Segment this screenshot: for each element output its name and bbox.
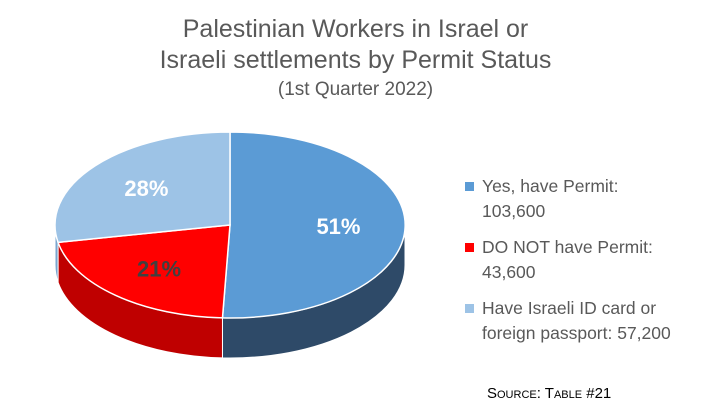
- chart-subtitle: (1st Quarter 2022): [277, 79, 434, 100]
- legend-label-line-2: foreign passport: 57,200: [482, 323, 671, 343]
- legend-item-permit: Yes, have Permit: 103,600: [460, 174, 705, 224]
- legend-swatch-no-permit: [465, 243, 474, 252]
- source-note: Source: Table #21: [487, 385, 612, 402]
- pie-data-label-1: 21%: [137, 257, 181, 282]
- legend-label-line-1: DO NOT have Permit:: [482, 237, 653, 257]
- legend-label-line-1: Yes, have Permit:: [482, 176, 619, 196]
- pie-slice-1: [57, 224, 231, 319]
- legend-item-id-passport: Have Israeli ID card or foreign passport…: [460, 296, 705, 346]
- pie-data-label-0: 51%: [316, 214, 360, 239]
- pie-slice-2: [54, 131, 231, 244]
- chart-title: Palestinian Workers in Israel or Israeli…: [0, 14, 711, 102]
- legend-label-line-1: Have Israeli ID card or: [482, 298, 657, 318]
- legend-label-line-2: 43,600: [482, 262, 536, 282]
- chart-title-line-1: Palestinian Workers in Israel or: [182, 15, 529, 43]
- legend-swatch-permit: [465, 182, 474, 191]
- pie-slice-0: [221, 131, 406, 319]
- legend-swatch-id-passport: [465, 304, 474, 313]
- legend-label-line-2: 103,600: [482, 201, 546, 221]
- pie-data-label-2: 28%: [124, 176, 168, 201]
- chart-title-line-2: Israeli settlements by Permit Status: [159, 46, 552, 74]
- legend-item-no-permit: DO NOT have Permit: 43,600: [460, 235, 705, 285]
- legend: Yes, have Permit: 103,600 DO NOT have Pe…: [460, 174, 705, 357]
